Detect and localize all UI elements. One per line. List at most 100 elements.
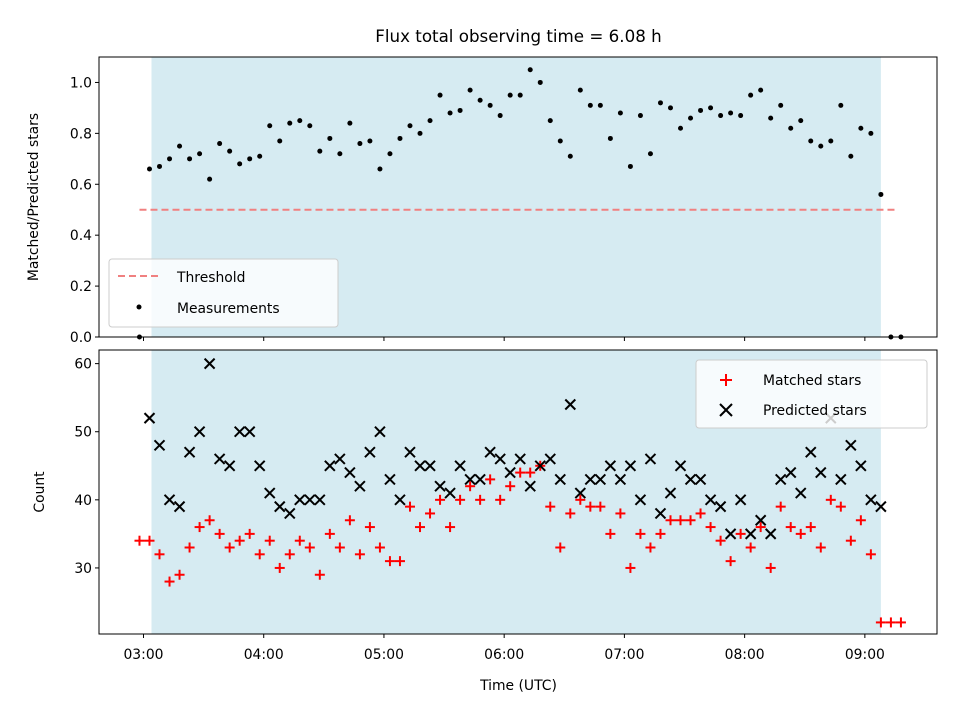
predicted-x-stroke-b: [504, 466, 516, 479]
matched-star-point: [134, 535, 145, 546]
matched-star-point: [404, 501, 415, 512]
predicted-star-point: [785, 466, 797, 479]
predicted-x-stroke-b: [324, 460, 336, 472]
predicted-x-stroke-b: [574, 487, 587, 499]
matched-star-point: [615, 508, 626, 519]
matched-star-point: [715, 535, 726, 546]
measurement-point: [758, 87, 764, 93]
measurement-point: [427, 118, 433, 124]
matched-star-point: [725, 556, 736, 567]
measurement-point: [387, 151, 393, 157]
predicted-star-point: [634, 494, 647, 506]
predicted-star-point: [674, 460, 687, 472]
predicted-star-point: [474, 473, 486, 486]
predicted-x-stroke-b: [233, 426, 246, 438]
measurement-point: [587, 102, 593, 108]
matched-star-point: [855, 515, 866, 526]
measurement-point: [698, 107, 704, 113]
predicted-x-stroke-b: [544, 453, 556, 465]
matched-star-point: [765, 562, 776, 573]
predicted-x-stroke-b: [183, 446, 196, 458]
predicted-x-stroke-b: [304, 494, 316, 506]
predicted-star-point: [264, 487, 276, 499]
matched-star-point: [364, 522, 375, 533]
ratio-marks: [136, 67, 904, 340]
predicted-star-point: [815, 466, 827, 479]
predicted-x-stroke-b: [534, 460, 546, 472]
predicted-star-point: [213, 453, 226, 465]
predicted-x-stroke-b: [344, 466, 356, 479]
predicted-x-stroke-b: [464, 473, 476, 486]
predicted-x-stroke-b: [875, 500, 887, 513]
predicted-star-point: [855, 460, 867, 472]
ratio-legend: Threshold Measurements: [108, 258, 339, 328]
predicted-star-point: [514, 453, 526, 465]
matched-star-point: [244, 528, 255, 539]
predicted-star-point: [404, 446, 416, 458]
measurement-point: [808, 138, 814, 144]
legend-predicted-label: Predicted stars: [763, 403, 867, 419]
matched-star-point: [515, 467, 526, 478]
matched-star-point: [705, 522, 716, 533]
matched-star-point: [585, 501, 596, 512]
predicted-star-point: [875, 500, 887, 513]
measurement-point: [177, 143, 183, 149]
measurement-point: [317, 148, 323, 154]
measurement-point: [607, 135, 613, 141]
predicted-star-point: [684, 473, 697, 486]
matched-star-point: [495, 494, 506, 505]
predicted-x-stroke-b: [785, 466, 797, 479]
matched-star-point: [835, 501, 846, 512]
matched-star-point: [204, 515, 215, 526]
measurement-point: [337, 151, 343, 157]
predicted-star-point: [774, 473, 787, 486]
predicted-x-stroke-b: [694, 473, 707, 486]
predicted-star-point: [734, 494, 747, 506]
predicted-x-stroke-b: [444, 487, 456, 499]
predicted-x-stroke-b: [454, 460, 466, 472]
predicted-star-point: [143, 412, 156, 424]
predicted-x-stroke-b: [404, 446, 416, 458]
predicted-star-point: [805, 446, 817, 458]
predicted-x-stroke-b: [724, 528, 737, 540]
matched-star-point: [525, 467, 536, 478]
predicted-x-stroke-b: [674, 460, 687, 472]
measurement-point: [437, 92, 443, 98]
predicted-x-stroke-b: [554, 473, 566, 486]
measurement-point: [347, 120, 353, 126]
measurement-point: [577, 87, 583, 93]
predicted-star-point: [304, 494, 316, 506]
predicted-star-point: [424, 460, 436, 472]
predicted-star-point: [183, 446, 196, 458]
predicted-x-stroke-b: [274, 500, 286, 513]
matched-star-point: [194, 522, 205, 533]
predicted-x-stroke-b: [264, 487, 276, 499]
legend-predicted-swatch: [719, 403, 733, 417]
predicted-star-point: [534, 460, 546, 472]
ratio-y-ticks: 0.0 0.2 0.4 0.6 0.8 1.0: [70, 75, 99, 346]
measurement-point: [487, 102, 493, 108]
count-y-ticks: 30 40 50 60: [74, 357, 99, 577]
measurement-point: [748, 92, 754, 98]
x-axis-label: Time (UTC): [479, 678, 557, 694]
matched-star-point: [645, 542, 656, 553]
matched-star-point: [334, 542, 345, 553]
measurement-point: [477, 97, 483, 103]
predicted-x-stroke-b: [173, 500, 186, 513]
predicted-x-stroke-b: [514, 453, 526, 465]
matched-star-point: [264, 535, 275, 546]
predicted-star-point: [454, 460, 466, 472]
matched-star-point: [324, 528, 335, 539]
matched-star-point: [164, 576, 175, 587]
measurement-point: [878, 191, 884, 197]
predicted-star-point: [724, 528, 737, 540]
measurement-point: [728, 110, 734, 116]
predicted-x-stroke-b: [434, 480, 446, 492]
predicted-x-stroke-b: [213, 453, 226, 465]
matched-star-point: [445, 522, 456, 533]
matched-star-point: [625, 562, 636, 573]
predicted-star-point: [604, 460, 617, 472]
matched-star-point: [485, 474, 496, 485]
matched-star-point: [795, 528, 806, 539]
measurement-point: [217, 141, 223, 147]
